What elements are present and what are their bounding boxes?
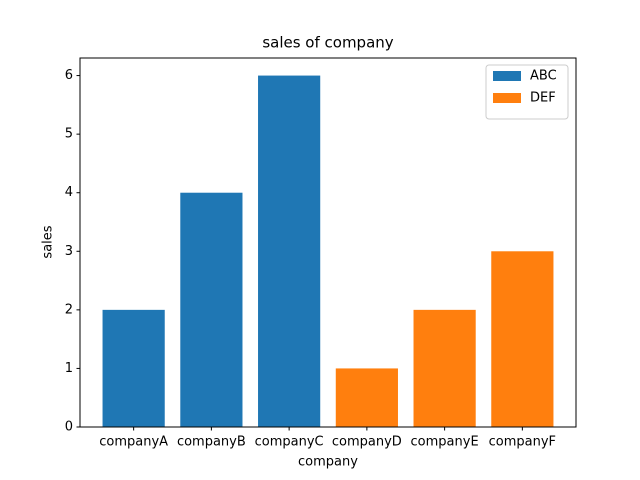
axes-frame [79, 57, 577, 428]
bar [102, 309, 165, 427]
legend-label: DEF [530, 91, 556, 106]
y-tick-label: 3 [65, 244, 73, 259]
y-tick-label: 4 [65, 185, 73, 200]
chart-title: sales of company [262, 34, 393, 52]
legend-swatch [493, 93, 521, 103]
y-tick-label: 6 [65, 68, 73, 83]
bar [491, 251, 554, 427]
y-axis-label: sales [41, 225, 56, 258]
x-tick-label: companyB [177, 435, 246, 450]
y-tick-label: 1 [65, 361, 73, 376]
x-axis-label: company [298, 455, 358, 470]
x-tick-label: companyF [489, 435, 556, 450]
y-tick-label: 5 [65, 127, 73, 142]
bar [258, 75, 321, 428]
bar [335, 368, 398, 427]
x-tick-label: companyC [255, 435, 324, 450]
legend-swatch [493, 71, 521, 81]
y-tick-label: 0 [65, 420, 73, 435]
y-tick-label: 2 [65, 302, 73, 317]
x-tick-label: companyD [332, 435, 402, 450]
legend-label: ABC [530, 69, 557, 84]
x-tick-label: companyA [99, 435, 168, 450]
bar [413, 309, 476, 427]
x-tick-label: companyE [411, 435, 479, 450]
bar [180, 192, 243, 427]
